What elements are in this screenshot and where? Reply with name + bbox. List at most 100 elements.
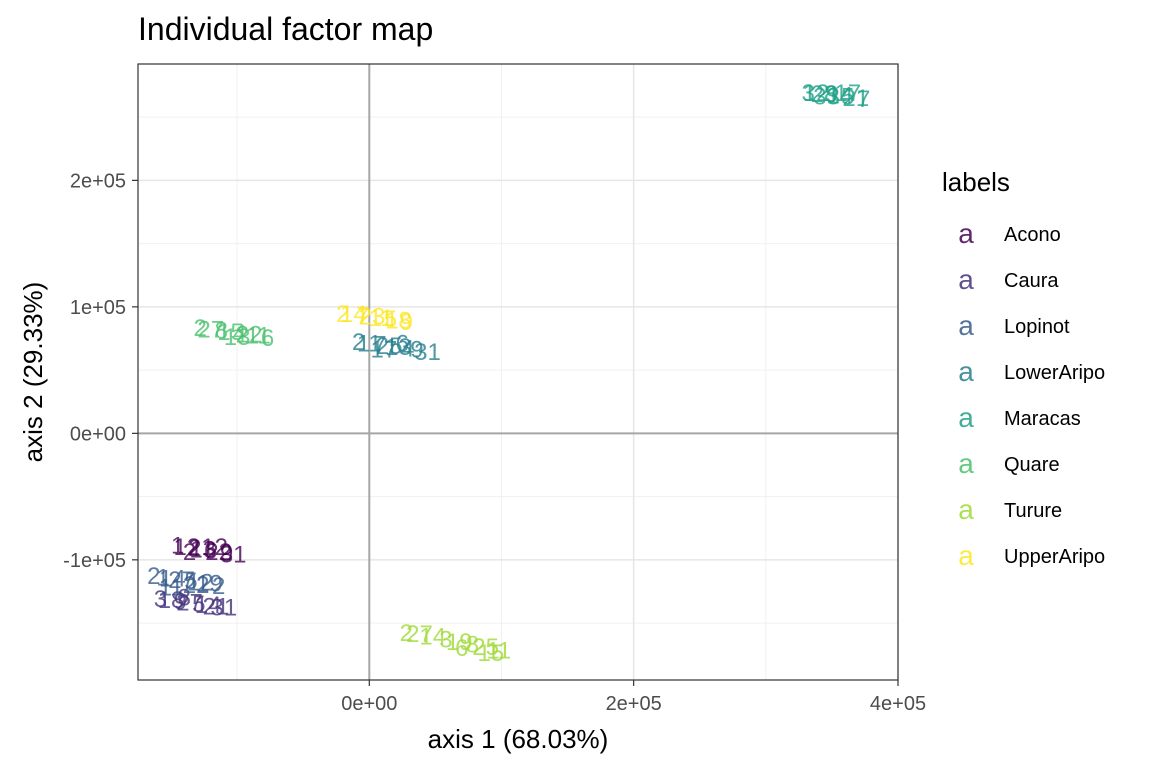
- data-point-label: 5: [192, 591, 205, 618]
- data-point-label: 2: [212, 573, 225, 600]
- data-point-label: 3: [439, 626, 452, 653]
- data-point-label: 13: [189, 536, 216, 563]
- data-point-label: 2: [193, 315, 206, 342]
- data-point-label: 6: [204, 538, 217, 565]
- legend-label: UpperAripo: [1004, 546, 1105, 568]
- data-point-label: 22: [183, 572, 210, 599]
- legend-label: Turure: [1004, 500, 1062, 522]
- data-point-label: 2: [188, 535, 201, 562]
- plot-panel-border: [137, 63, 899, 681]
- data-point-label: 25: [376, 333, 403, 360]
- data-point-label: 27: [406, 621, 433, 648]
- data-point-label: 15: [478, 640, 505, 667]
- data-point-label: 28: [811, 81, 838, 108]
- data-point-label: 4: [401, 335, 414, 362]
- legend-title: labels: [942, 167, 1010, 197]
- data-point-label: 1: [156, 564, 169, 591]
- legend-label: Lopinot: [1004, 316, 1070, 338]
- data-point-label: 2: [336, 301, 349, 328]
- data-point-label: 5: [841, 84, 854, 111]
- grid-minor: [138, 64, 898, 680]
- x-tick-label: 4e+05: [870, 693, 926, 715]
- data-point-label: 14: [340, 301, 367, 328]
- legend-key-glyph: a: [958, 402, 974, 433]
- data-point-label: 2: [183, 539, 196, 566]
- data-point-label: 31: [220, 542, 247, 569]
- legend-item-acono: a Acono: [958, 218, 1061, 249]
- data-point-label: 31: [211, 595, 238, 622]
- data-point-label: 13: [224, 324, 251, 351]
- data-point-label: 27: [197, 316, 224, 343]
- data-point-label: 12: [187, 569, 214, 596]
- data-point-label: 3: [801, 80, 814, 107]
- data-point-label: 33: [813, 84, 840, 111]
- data-point-label: 14: [419, 624, 446, 651]
- data-point-label: 17: [834, 80, 861, 107]
- data-point-label: 14: [159, 566, 186, 593]
- data-point-label: 11: [357, 330, 382, 357]
- plot-panel-background: [138, 64, 898, 680]
- data-point-label: 27: [176, 590, 203, 617]
- legend-label: Acono: [1004, 224, 1061, 246]
- data-point-label: 1: [171, 533, 184, 560]
- legend-label: Maracas: [1004, 408, 1081, 430]
- legend-item-caura: a Caura: [958, 264, 1059, 295]
- data-point-label: 21: [842, 85, 869, 112]
- legend-item-lopinot: a Lopinot: [958, 310, 1070, 341]
- data-point-label: 18: [385, 308, 412, 335]
- y-axis-title: axis 2 (29.33%): [18, 282, 48, 463]
- legend-key-glyph: a: [958, 448, 974, 479]
- data-point-label: 31: [414, 339, 441, 366]
- legend-label: Caura: [1004, 270, 1059, 292]
- data-point-label: 18: [158, 587, 185, 614]
- legend-key-glyph: a: [958, 356, 974, 387]
- data-point-label: 12: [201, 534, 228, 561]
- data-point-label: 12: [174, 534, 201, 561]
- data-point-label: 9: [825, 81, 838, 108]
- data-point-label: 3: [154, 586, 167, 613]
- chart-title: Individual factor map: [138, 11, 433, 47]
- legend-key-glyph: a: [958, 218, 974, 249]
- x-axis-title: axis 1 (68.03%): [428, 724, 609, 754]
- data-point-label: 11: [369, 305, 394, 332]
- data-point-label: 13: [385, 334, 412, 361]
- data-point-label: 8: [215, 318, 228, 345]
- data-point-label: 23: [359, 304, 386, 331]
- data-point-label: 9: [220, 540, 233, 567]
- data-point-label: 5: [384, 306, 397, 333]
- data-point-label: 11: [246, 323, 271, 350]
- data-point-label: 22: [236, 321, 263, 348]
- y-tick-label: 0e+00: [70, 423, 126, 445]
- data-point-label: 12: [803, 80, 830, 107]
- data-point-label: 19: [196, 571, 223, 598]
- data-point-label: 6: [455, 635, 468, 662]
- data-point-label: 11: [159, 574, 184, 601]
- data-point-label: 8: [466, 631, 479, 658]
- data-point-label: 7: [356, 302, 369, 329]
- data-point-label: 14: [195, 592, 222, 619]
- data-point-label: 9: [174, 588, 187, 615]
- data-point-label: 2: [147, 563, 160, 590]
- data-point-label: 7: [857, 86, 870, 113]
- reference-lines: [138, 64, 898, 680]
- legend-label: Quare: [1004, 454, 1060, 476]
- data-point-label: 6: [261, 325, 274, 352]
- legend-key-glyph: a: [958, 540, 974, 571]
- data-point-label: 6: [396, 330, 409, 357]
- x-tick-label: 0e+00: [341, 693, 397, 715]
- y-axis-ticks: -1e+05 0e+00 1e+05 2e+05: [63, 170, 138, 572]
- legend-label: LowerAripo: [1004, 362, 1105, 384]
- legend: labels a Acono a Caura a Lopinot a LowerAripo a M…: [942, 167, 1105, 571]
- legend-item-turure: a Turure: [958, 494, 1062, 525]
- y-tick-label: -1e+05: [63, 550, 126, 572]
- legend-key-glyph: a: [958, 264, 974, 295]
- data-point-label: 2: [400, 620, 413, 647]
- data-point-label: 19: [446, 629, 473, 656]
- data-point-label: 15: [217, 319, 244, 346]
